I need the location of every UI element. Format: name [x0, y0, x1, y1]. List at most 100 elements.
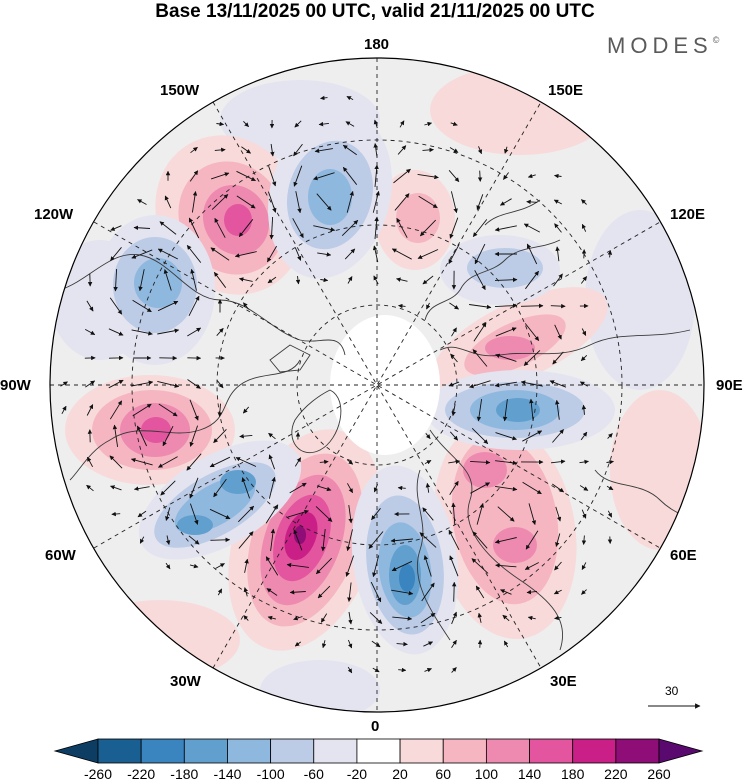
brand-mark: © — [712, 35, 720, 45]
wind-vector — [371, 508, 381, 521]
wind-vector — [372, 190, 380, 213]
wind-vector — [495, 485, 518, 492]
wind-vector — [216, 121, 225, 127]
wind-vector — [163, 269, 172, 291]
lon-label-90e: 90E — [716, 377, 743, 394]
wind-vector — [157, 328, 180, 335]
wind-vector — [554, 324, 562, 340]
wind-vector — [243, 120, 249, 128]
wind-vector — [372, 245, 379, 263]
wind-vector — [292, 218, 304, 239]
wind-vector — [449, 480, 459, 495]
wind-vector — [476, 502, 485, 525]
wind-vector — [522, 481, 542, 495]
wind-vector — [287, 509, 309, 518]
wind-vector — [313, 172, 335, 181]
wind-vector — [159, 221, 177, 235]
wind-vector — [293, 616, 303, 621]
wind-vector — [555, 533, 561, 547]
wind-vector — [471, 558, 489, 574]
wind-vector — [469, 380, 491, 389]
colorbar-box — [183, 738, 228, 764]
colorbar-tick-label: -180 — [170, 766, 199, 782]
wind-vector — [526, 199, 538, 205]
reference-vector-label: 30 — [665, 684, 679, 698]
wind-vector — [391, 560, 413, 572]
wind-vector — [109, 400, 123, 420]
wind-vector — [216, 327, 224, 336]
colorbar-box — [442, 738, 487, 764]
wind-vector — [371, 640, 381, 648]
wind-vector — [293, 529, 303, 551]
wind-vector — [450, 191, 458, 214]
wind-vector — [293, 165, 303, 187]
wind-vector — [265, 556, 279, 576]
wind-vector — [422, 507, 434, 521]
wind-vector — [423, 641, 434, 647]
wind-vector — [138, 269, 145, 292]
wind-vector — [242, 406, 250, 414]
colorbar-tick-label: 140 — [517, 766, 542, 782]
wind-vector — [451, 502, 456, 526]
wind-vector — [579, 381, 588, 387]
wind-vector — [397, 485, 406, 491]
wind-vector — [239, 433, 253, 439]
lon-label-120e: 120E — [670, 206, 706, 223]
wind-vector — [520, 303, 544, 309]
wind-vector — [213, 428, 227, 444]
wind-vector — [495, 563, 517, 568]
wind-vector — [320, 95, 328, 101]
wind-vector — [476, 399, 483, 422]
wind-vector — [580, 431, 588, 441]
wind-vector — [581, 223, 587, 232]
wind-vector — [319, 459, 329, 465]
colorbar-tick-label: 220 — [604, 766, 628, 782]
wind-vector — [347, 276, 353, 284]
anomaly-field — [50, 58, 704, 712]
lon-label-120w: 120W — [34, 206, 74, 223]
wind-vector — [268, 476, 276, 499]
wind-vector — [523, 223, 541, 233]
wind-vector — [397, 145, 407, 155]
wind-vector — [130, 457, 153, 466]
wind-vector — [425, 482, 431, 493]
wind-vector — [524, 323, 540, 341]
wind-vector — [110, 225, 122, 231]
wind-vector — [108, 379, 124, 389]
wind-vector — [398, 303, 406, 309]
wind-vector — [210, 247, 230, 261]
wind-vector — [186, 245, 202, 263]
wind-vector — [244, 558, 249, 573]
colorbar-box — [399, 738, 444, 764]
wind-vector — [157, 248, 179, 260]
wind-vector — [269, 216, 274, 240]
wind-vector — [607, 433, 613, 439]
wind-vector — [213, 271, 227, 288]
colorbar-tick-label: -60 — [303, 766, 324, 782]
colorbar-tick-label: -220 — [127, 766, 156, 782]
wind-vector — [494, 537, 517, 544]
wind-vector — [580, 276, 588, 284]
wind-vector — [160, 480, 176, 496]
wind-vector — [214, 217, 226, 238]
wind-vector — [550, 459, 566, 464]
wind-vector — [504, 146, 509, 154]
lon-label-150w: 150W — [160, 82, 200, 99]
lon-label-30w: 30W — [170, 673, 201, 690]
colorbar-extend-high — [658, 738, 704, 764]
wind-vector — [347, 483, 353, 494]
wind-vector — [110, 247, 122, 262]
wind-vector — [417, 249, 439, 259]
wind-vector — [348, 505, 353, 524]
wind-vector — [243, 302, 249, 310]
wind-vector — [451, 667, 457, 673]
wind-vector — [581, 562, 587, 570]
wind-vector — [241, 146, 251, 154]
wind-vector — [526, 243, 538, 265]
wind-vector — [552, 483, 565, 493]
wind-vector — [139, 536, 145, 544]
wind-vector — [494, 303, 518, 308]
colorbar — [53, 738, 704, 764]
wind-vector — [243, 587, 249, 597]
